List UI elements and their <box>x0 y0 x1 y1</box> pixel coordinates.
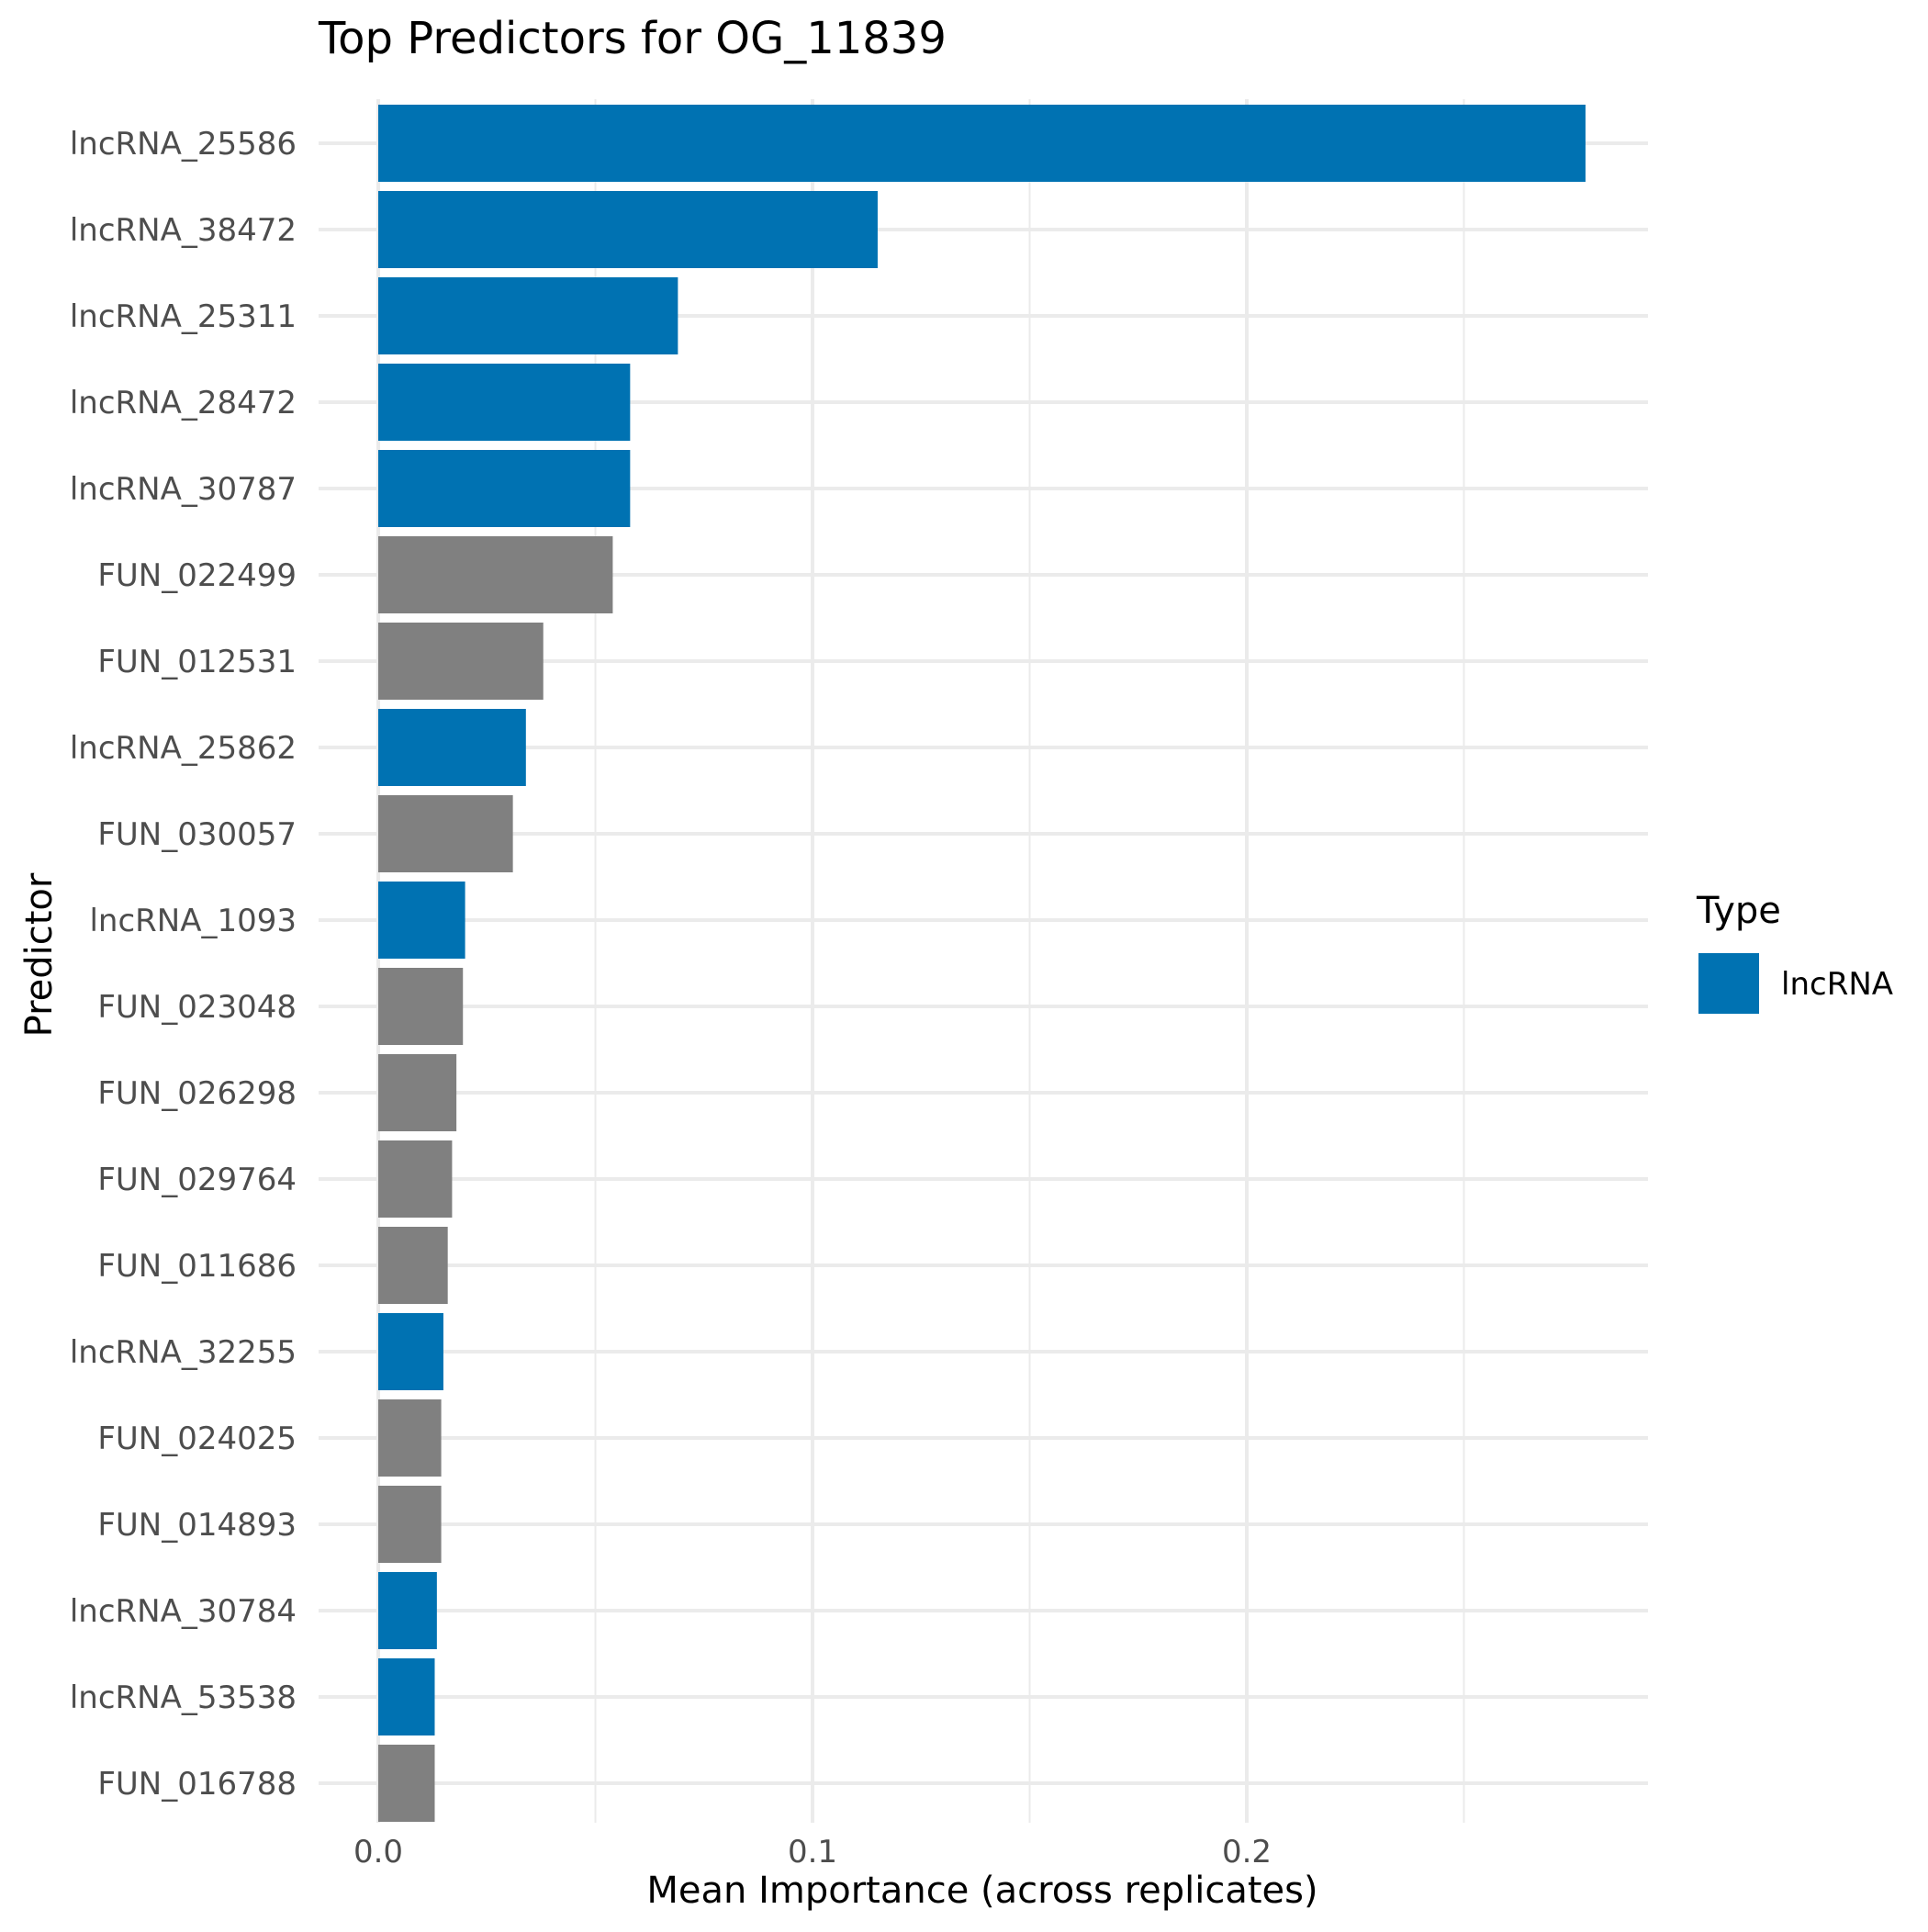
chart-title: Top Predictors for OG_11839 <box>318 13 947 64</box>
y-tick-label: FUN_023048 <box>97 989 297 1026</box>
bars <box>378 105 1586 1822</box>
bar-lncrna_38472 <box>378 191 878 268</box>
x-tick-label: 0.1 <box>788 1834 837 1870</box>
bar-lncrna_25311 <box>378 277 678 354</box>
bar-fun_011686 <box>378 1227 448 1304</box>
y-tick-label: lncRNA_1093 <box>89 903 297 939</box>
y-tick-label: FUN_012531 <box>97 644 297 680</box>
legend-label-lncrna: lncRNA <box>1781 966 1893 1003</box>
y-tick-label: FUN_022499 <box>97 557 297 594</box>
y-tick-label: FUN_026298 <box>97 1075 297 1112</box>
bar-fun_012531 <box>378 623 544 700</box>
legend-swatch-lncrna <box>1698 953 1759 1014</box>
y-axis-title: Predictor <box>18 872 61 1037</box>
y-tick-label: FUN_016788 <box>97 1766 297 1803</box>
bar-lncrna_53538 <box>378 1658 435 1735</box>
y-tick-label: lncRNA_38472 <box>70 212 297 249</box>
bar-fun_022499 <box>378 536 613 613</box>
y-tick-label: lncRNA_25311 <box>70 298 297 335</box>
x-tick-label: 0.0 <box>353 1834 403 1870</box>
x-tick-label: 0.2 <box>1222 1834 1272 1870</box>
bar-lncrna_32255 <box>378 1313 443 1390</box>
bar-lncrna_30787 <box>378 450 631 527</box>
bar-lncrna_28472 <box>378 364 631 441</box>
legend-title: Type <box>1696 890 1781 932</box>
y-axis-ticks: lncRNA_25586 lncRNA_38472 lncRNA_25311 lncR… <box>70 126 297 1803</box>
bar-fun_024025 <box>378 1399 442 1477</box>
bar-lncrna_25586 <box>378 105 1586 182</box>
bar-fun_029764 <box>378 1140 453 1218</box>
y-tick-label: lncRNA_30787 <box>70 471 297 508</box>
y-tick-label: FUN_014893 <box>97 1507 297 1544</box>
bar-lncrna_1093 <box>378 882 465 959</box>
bar-fun_030057 <box>378 795 513 872</box>
y-tick-label: FUN_024025 <box>97 1421 297 1457</box>
bar-fun_026298 <box>378 1054 457 1131</box>
bar-fun_023048 <box>378 968 464 1045</box>
y-tick-label: FUN_030057 <box>97 816 297 853</box>
y-tick-label: lncRNA_25862 <box>70 730 297 767</box>
x-axis-title: Mean Importance (across replicates) <box>646 1870 1317 1912</box>
y-tick-label: lncRNA_25586 <box>70 126 297 163</box>
y-tick-label: lncRNA_28472 <box>70 385 297 421</box>
y-tick-label: lncRNA_30784 <box>70 1593 297 1630</box>
bar-lncrna_30784 <box>378 1572 437 1649</box>
legend: Type lncRNA <box>1696 890 1893 1014</box>
bar-fun_014893 <box>378 1486 442 1563</box>
bar-fun_016788 <box>378 1745 435 1822</box>
y-tick-label: FUN_011686 <box>97 1248 297 1285</box>
y-tick-label: FUN_029764 <box>97 1162 297 1198</box>
bar-lncrna_25862 <box>378 709 526 786</box>
y-tick-label: lncRNA_53538 <box>70 1679 297 1716</box>
grid <box>319 99 1648 1823</box>
y-tick-label: lncRNA_32255 <box>70 1334 297 1371</box>
x-axis-ticks: 0.0 0.1 0.2 <box>353 1834 1272 1870</box>
